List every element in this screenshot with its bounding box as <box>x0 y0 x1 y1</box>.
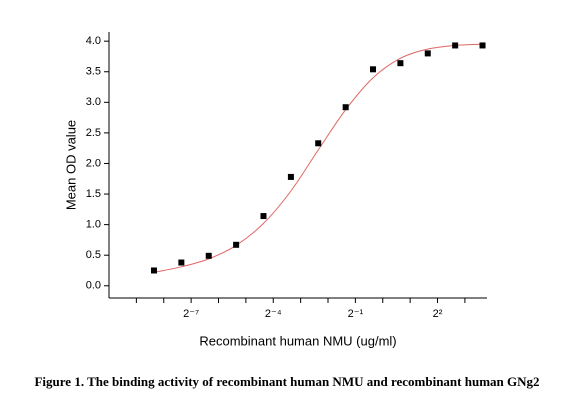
data-point <box>424 50 431 57</box>
y-tick-label: 0.5 <box>86 249 101 261</box>
data-point <box>315 140 322 147</box>
y-tick-label: 1.0 <box>86 219 101 231</box>
y-tick-label: 4.0 <box>86 35 101 47</box>
y-axis-label: Mean OD value <box>63 120 78 210</box>
x-axis-label: Recombinant human NMU (ug/ml) <box>199 333 396 348</box>
data-point <box>205 252 212 259</box>
data-point <box>150 267 157 274</box>
data-point <box>370 66 377 73</box>
x-tick-label: 2⁻⁷ <box>183 308 199 320</box>
data-point <box>260 213 267 220</box>
y-tick-label: 3.5 <box>86 66 101 78</box>
x-tick-label: 2⁻¹ <box>348 308 364 320</box>
y-tick-label: 0.0 <box>86 280 101 292</box>
y-tick-label: 3.0 <box>86 96 101 108</box>
data-point <box>287 173 294 180</box>
data-point <box>452 42 459 49</box>
y-tick-label: 2.0 <box>86 157 101 169</box>
data-point <box>397 60 404 67</box>
data-point <box>233 241 240 248</box>
caption: Figure 1. The binding activity of recomb… <box>34 374 539 389</box>
fit-curve <box>153 43 483 273</box>
data-point <box>479 42 486 49</box>
data-point <box>178 259 185 266</box>
y-tick-label: 2.5 <box>86 127 101 139</box>
x-tick-label: 2⁻⁴ <box>265 308 282 320</box>
data-point <box>342 104 349 111</box>
x-tick-label: 2² <box>433 308 443 320</box>
y-tick-label: 1.5 <box>86 188 101 200</box>
